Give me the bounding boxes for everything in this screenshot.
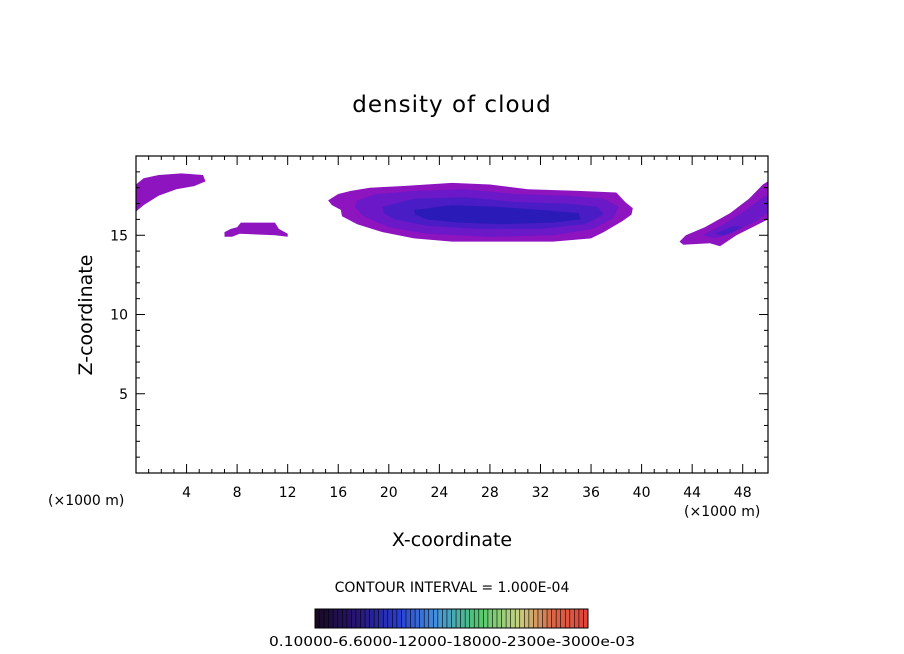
- colorbar-cell: [374, 609, 379, 628]
- colorbar-cell: [319, 609, 325, 628]
- colorbar-cell: [574, 609, 580, 628]
- colorbar-cell: [369, 609, 375, 628]
- colorbar-cell: [442, 609, 448, 628]
- chart-title: density of cloud: [352, 92, 551, 118]
- x-tick-label: 44: [683, 485, 701, 501]
- colorbar-cell: [401, 609, 407, 628]
- colorbar-cell: [515, 609, 521, 628]
- colorbar-cell: [487, 609, 493, 628]
- colorbar-cell: [492, 609, 498, 628]
- colorbar-cell: [433, 609, 439, 628]
- x-tick-label: 16: [329, 485, 347, 501]
- x-unit-left: (×1000 m): [48, 493, 124, 509]
- x-tick-label: 24: [430, 485, 448, 501]
- colorbar-cell: [451, 609, 457, 628]
- x-tick-label: 4: [182, 485, 191, 501]
- colorbar-cell: [324, 609, 329, 628]
- colorbar-cell: [524, 609, 530, 628]
- cloud-2-level-3: [414, 205, 581, 225]
- colorbar-cell: [565, 609, 571, 628]
- x-tick-label: 36: [582, 485, 600, 501]
- contour-interval-text: CONTOUR INTERVAL = 1.000E-04: [335, 580, 570, 596]
- colorbar-cell: [569, 609, 575, 628]
- colorbar-cell: [460, 609, 466, 628]
- colorbar: [314, 608, 589, 629]
- colorbar-cell: [328, 609, 334, 628]
- colorbar-cell: [560, 609, 566, 628]
- colorbar-cell: [396, 609, 402, 628]
- colorbar-cell: [519, 609, 525, 628]
- colorbar-cell: [583, 609, 589, 628]
- colorbar-cell: [497, 609, 502, 628]
- colorbar-labels: 0.10000-6.6000-12000-18000-2300e-3000e-0…: [269, 635, 635, 650]
- colorbar-cell: [424, 609, 430, 628]
- axis-ticks: [136, 156, 768, 473]
- colorbar-cell: [578, 609, 584, 628]
- cloud-1-level-0: [224, 222, 288, 237]
- x-tick-label: 20: [380, 485, 398, 501]
- colorbar-cell: [469, 609, 475, 628]
- colorbar-cell: [533, 609, 539, 628]
- x-axis-label: X-coordinate: [392, 529, 512, 551]
- colorbar-cell: [506, 609, 511, 628]
- colorbar-cell: [474, 609, 480, 628]
- colorbar-cell: [410, 609, 416, 628]
- x-tick-labels: 4 8 12 16 20 24 28 32 36 40 44 48: [182, 485, 752, 501]
- colorbar-cell: [483, 609, 489, 628]
- colorbar-cell: [387, 609, 393, 628]
- colorbar-cell: [456, 609, 461, 628]
- x-tick-label: 32: [532, 485, 550, 501]
- colorbar-cell: [537, 609, 543, 628]
- y-tick-label: 15: [110, 228, 128, 244]
- colorbar-cell: [551, 609, 557, 628]
- colorbar-cell: [415, 609, 420, 628]
- colorbar-cell: [351, 609, 357, 628]
- cloud-3-level-1: [702, 195, 768, 239]
- colorbar-cell: [406, 609, 411, 628]
- y-axis-label: Z-coordinate: [75, 255, 97, 376]
- x-tick-label: 12: [279, 485, 297, 501]
- x-tick-label: 48: [734, 485, 752, 501]
- colorbar-cell: [437, 609, 443, 628]
- colorbar-cell: [392, 609, 398, 628]
- cloud-3-level-0: [679, 181, 768, 247]
- colorbar-cell: [542, 609, 548, 628]
- y-tick-label: 5: [119, 387, 128, 403]
- y-tick-label: 10: [110, 308, 128, 324]
- colorbar-cell: [465, 609, 470, 628]
- colorbar-cell: [419, 609, 425, 628]
- colorbar-cell: [528, 609, 534, 628]
- cloud-3-level-2: [714, 225, 743, 236]
- colorbar-cell: [360, 609, 366, 628]
- colorbar-cell: [501, 609, 507, 628]
- colorbar-cell: [346, 609, 352, 628]
- colorbar-cell: [315, 609, 320, 628]
- colorbar-cell: [547, 609, 552, 628]
- colorbar-cell: [378, 609, 384, 628]
- cloud-0-level-0: [136, 173, 206, 212]
- x-tick-label: 8: [233, 485, 242, 501]
- x-tick-label: 40: [633, 485, 651, 501]
- y-tick-labels: 5 10 15: [110, 228, 128, 403]
- cloud-layer: [136, 173, 768, 247]
- colorbar-cell: [355, 609, 361, 628]
- colorbar-cell: [510, 609, 516, 628]
- colorbar-cell: [333, 609, 339, 628]
- colorbar-cell: [337, 609, 343, 628]
- colorbar-cell: [365, 609, 370, 628]
- colorbar-cell: [342, 609, 348, 628]
- colorbar-cell: [478, 609, 484, 628]
- colorbar-cell: [428, 609, 434, 628]
- x-unit-right: (×1000 m): [684, 504, 760, 520]
- colorbar-cell: [556, 609, 561, 628]
- colorbar-cell: [446, 609, 452, 628]
- x-tick-label: 28: [481, 485, 499, 501]
- colorbar-cell: [383, 609, 389, 628]
- colorbar-frame: [314, 608, 589, 629]
